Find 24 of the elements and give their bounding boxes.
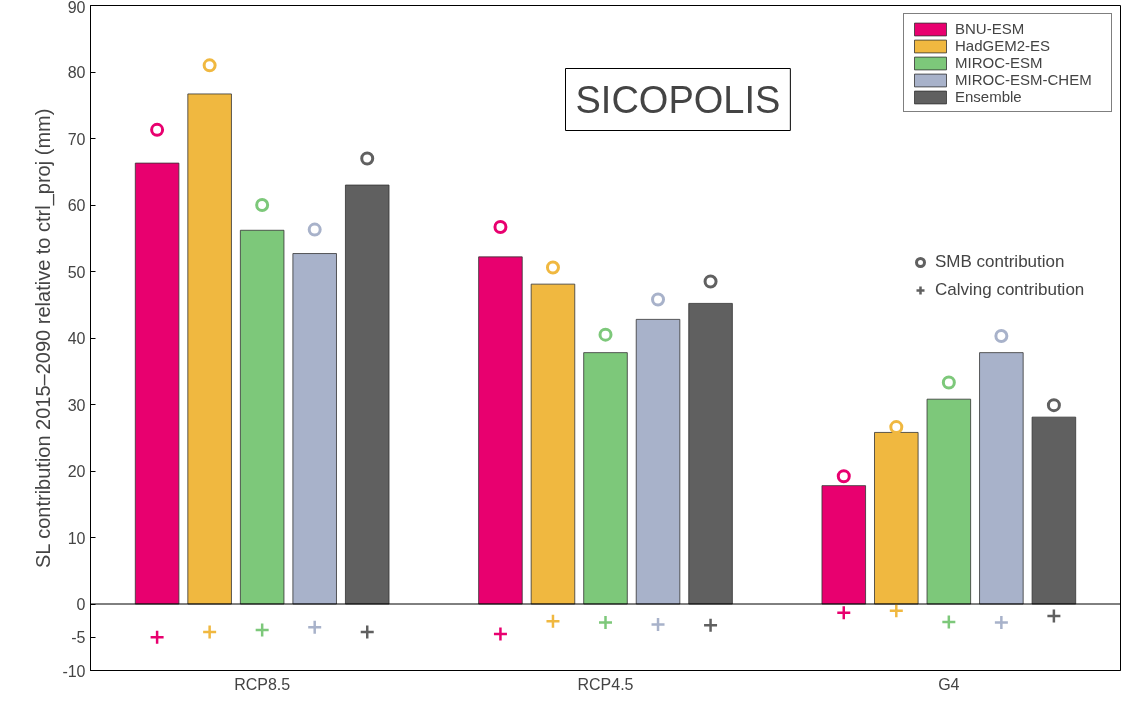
y-tick-label: 20: [67, 463, 86, 480]
legend-label: MIROC-ESM-CHEM: [955, 71, 1093, 88]
legend-label: BNU-ESM: [955, 20, 1026, 37]
legend-label: Ensemble: [955, 88, 1023, 105]
y-tick-label: 80: [67, 64, 86, 81]
annotation: SICOPOLIS: [575, 78, 781, 121]
legend-label: SMB contribution: [935, 252, 1065, 272]
y-tick-label: -5: [71, 629, 86, 647]
y-tick-label: 10: [67, 529, 86, 547]
y-tick-label: 30: [67, 396, 86, 414]
x-tick-label: G4: [938, 675, 960, 693]
y-tick-label: 50: [67, 263, 86, 281]
legend-label: MIROC-ESM: [955, 54, 1044, 71]
legend-label: Calving contribution: [935, 280, 1085, 300]
y-tick-label: 0: [76, 596, 86, 613]
legend-label: HadGEM2-ES: [955, 37, 1052, 54]
y-axis-title: SL contribution 2015–2090 relative to ctrl_proj (mm): [32, 108, 56, 569]
y-tick-label: -10: [62, 662, 86, 680]
y-tick-label: 70: [67, 130, 86, 148]
y-tick-label: 90: [67, 0, 86, 16]
y-tick-label: 40: [67, 330, 86, 347]
y-tick-label: 60: [67, 197, 86, 214]
x-tick-label: RCP8.5: [234, 675, 291, 693]
x-tick-label: RCP4.5: [577, 675, 634, 693]
